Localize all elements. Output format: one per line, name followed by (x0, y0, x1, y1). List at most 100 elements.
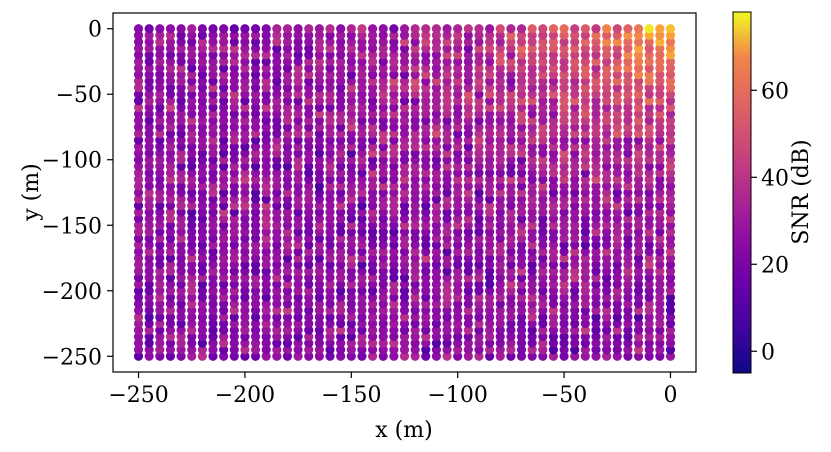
data-point (282, 292, 293, 302)
data-point (208, 128, 218, 139)
data-point (665, 30, 676, 40)
data-point (219, 220, 229, 230)
data-point (304, 318, 314, 329)
data-point (421, 227, 431, 237)
data-point (197, 181, 207, 191)
data-point (495, 89, 505, 99)
data-point (367, 63, 378, 73)
data-point (357, 187, 367, 198)
data-point (304, 115, 314, 126)
data-point (570, 142, 580, 152)
data-point (527, 122, 537, 132)
data-point (485, 174, 495, 184)
data-point (144, 266, 154, 276)
data-point (485, 207, 495, 217)
data-point (187, 187, 197, 198)
data-point (197, 325, 207, 335)
data-point (570, 122, 580, 132)
data-point (336, 299, 346, 309)
data-point (176, 174, 186, 184)
data-point (474, 83, 484, 93)
data-point (485, 122, 495, 132)
data-point (282, 50, 293, 60)
data-point (474, 259, 484, 270)
data-point (570, 83, 580, 93)
data-point (293, 115, 303, 126)
data-point (431, 135, 442, 145)
data-point (538, 128, 548, 139)
data-point (559, 338, 569, 348)
data-point (623, 279, 633, 289)
data-point (399, 240, 410, 250)
data-point (282, 312, 293, 322)
data-point (527, 128, 537, 139)
data-point (336, 96, 346, 106)
data-point (570, 201, 580, 211)
data-point (644, 227, 654, 237)
data-point (165, 96, 176, 106)
data-point (176, 142, 186, 152)
data-point (399, 50, 410, 60)
data-point (229, 227, 239, 237)
data-point (485, 102, 495, 112)
data-point (367, 187, 378, 198)
data-point (314, 240, 324, 250)
data-point (261, 312, 271, 322)
data-point (538, 24, 548, 34)
data-point (219, 37, 229, 47)
data-point (219, 89, 229, 99)
data-point (219, 155, 229, 165)
data-point (633, 83, 644, 93)
data-point (282, 135, 293, 145)
data-point (516, 312, 527, 322)
data-point (580, 96, 590, 106)
data-point (272, 201, 282, 211)
data-point (187, 63, 197, 73)
data-point (325, 24, 335, 34)
data-point (538, 155, 548, 165)
data-point (272, 76, 282, 86)
data-point (208, 214, 218, 224)
data-point (219, 115, 229, 126)
data-point (602, 214, 612, 224)
data-point (304, 312, 314, 322)
data-point (187, 201, 197, 211)
data-point (665, 279, 676, 289)
data-point (367, 115, 378, 126)
data-point (665, 115, 676, 126)
data-point (144, 135, 154, 145)
data-point (548, 161, 559, 171)
data-point (633, 187, 644, 198)
data-point (229, 148, 239, 158)
data-point (548, 155, 559, 165)
data-point (336, 227, 346, 237)
data-point (516, 246, 527, 257)
data-point (463, 89, 473, 99)
data-point (144, 115, 154, 126)
data-point (389, 279, 399, 289)
data-point (314, 63, 324, 73)
data-point (187, 318, 197, 329)
data-point (389, 220, 399, 230)
data-point (548, 305, 559, 316)
data-point (538, 220, 548, 230)
data-point (591, 318, 601, 329)
data-point (655, 83, 665, 93)
data-point (633, 89, 644, 99)
data-point (559, 240, 569, 250)
colorbar-tick-label: 20 (761, 253, 789, 278)
data-point (431, 50, 442, 60)
data-point (208, 220, 218, 230)
data-point (570, 102, 580, 112)
data-point (155, 345, 165, 355)
data-point (665, 292, 676, 302)
data-point (410, 259, 420, 270)
data-point (240, 351, 250, 361)
data-point (516, 174, 527, 184)
data-point (325, 181, 335, 191)
data-point (463, 207, 473, 217)
data-point (612, 89, 622, 99)
data-point (665, 69, 676, 80)
data-point (197, 187, 207, 198)
data-point (304, 305, 314, 316)
